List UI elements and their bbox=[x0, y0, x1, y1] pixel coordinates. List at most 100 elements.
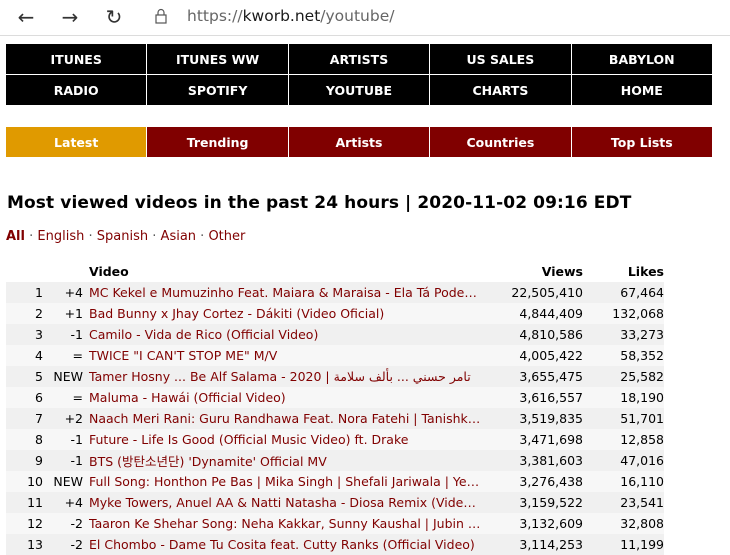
rank-cell: 4 bbox=[6, 345, 43, 366]
main-nav: ITUNES ITUNES WW ARTISTS US SALES BABYLO… bbox=[6, 44, 712, 105]
nav-home[interactable]: HOME bbox=[571, 75, 712, 105]
separator: · bbox=[200, 229, 205, 244]
nav-us-sales[interactable]: US SALES bbox=[430, 44, 571, 74]
video-link[interactable]: Maluma - Hawái (Official Video) bbox=[83, 387, 483, 408]
likes-cell: 12,858 bbox=[583, 429, 664, 450]
nav-itunes[interactable]: ITUNES bbox=[6, 44, 147, 74]
table-row: 3 -1 Camilo - Vida de Rico (Official Video… bbox=[6, 324, 664, 345]
video-link[interactable]: Future - Life Is Good (Official Music Vi… bbox=[83, 429, 483, 450]
rank-cell: 7 bbox=[6, 408, 43, 429]
filter-asian[interactable]: Asian bbox=[160, 229, 197, 244]
header-views[interactable]: Views bbox=[541, 264, 583, 279]
views-cell: 3,276,438 bbox=[483, 471, 583, 492]
change-cell: NEW bbox=[43, 366, 83, 387]
video-link[interactable]: TWICE "I CAN'T STOP ME" M/V bbox=[83, 345, 483, 366]
video-link[interactable]: MC Kekel e Mumuzinho Feat. Maiara & Mara… bbox=[83, 282, 483, 303]
likes-cell: 16,110 bbox=[583, 471, 664, 492]
change-cell: +4 bbox=[43, 492, 83, 513]
back-arrow-icon[interactable]: ← bbox=[17, 5, 35, 29]
rank-cell: 9 bbox=[6, 450, 43, 471]
tab-trending[interactable]: Trending bbox=[147, 127, 288, 157]
likes-cell: 47,016 bbox=[583, 450, 664, 471]
video-link[interactable]: Tamer Hosny ... Be Alf Salama - 2020 | ت… bbox=[83, 366, 483, 387]
header-video[interactable]: Video bbox=[89, 264, 129, 279]
views-cell: 3,381,603 bbox=[483, 450, 583, 471]
table-row: 4 = TWICE "I CAN'T STOP ME" M/V 4,005,422 58… bbox=[6, 345, 664, 366]
views-cell: 4,844,409 bbox=[483, 303, 583, 324]
header-likes[interactable]: Likes bbox=[627, 264, 664, 279]
filter-all[interactable]: All bbox=[6, 229, 25, 244]
video-link[interactable]: Naach Meri Rani: Guru Randhawa Feat. Nor… bbox=[83, 408, 483, 429]
tab-latest[interactable]: Latest bbox=[6, 127, 147, 157]
table-row: 9 -1 BTS (방탄소년단) 'Dynamite' Official MV 3,3… bbox=[6, 450, 664, 471]
tab-top-lists[interactable]: Top Lists bbox=[571, 127, 712, 157]
video-link[interactable]: Camilo - Vida de Rico (Official Video) bbox=[83, 324, 483, 345]
url-host: kworb.net bbox=[242, 7, 321, 25]
change-cell: +4 bbox=[43, 282, 83, 303]
views-cell: 4,810,586 bbox=[483, 324, 583, 345]
change-cell: -2 bbox=[43, 534, 83, 555]
video-link[interactable]: El Chombo - Dame Tu Cosita feat. Cutty R… bbox=[83, 534, 483, 555]
nav-babylon[interactable]: BABYLON bbox=[571, 44, 712, 74]
likes-cell: 11,199 bbox=[583, 534, 664, 555]
language-filters: All · English · Spanish · Asian · Other bbox=[6, 229, 245, 244]
views-cell: 4,005,422 bbox=[483, 345, 583, 366]
address-bar[interactable]: https://kworb.net/youtube/ bbox=[143, 0, 730, 32]
likes-cell: 51,701 bbox=[583, 408, 664, 429]
video-link[interactable]: Taaron Ke Shehar Song: Neha Kakkar, Sunn… bbox=[83, 513, 483, 534]
likes-cell: 58,352 bbox=[583, 345, 664, 366]
rank-cell: 5 bbox=[6, 366, 43, 387]
refresh-icon[interactable]: ↻ bbox=[105, 5, 123, 29]
rank-cell: 13 bbox=[6, 534, 43, 555]
rank-cell: 3 bbox=[6, 324, 43, 345]
views-cell: 3,655,475 bbox=[483, 366, 583, 387]
rank-cell: 1 bbox=[6, 282, 43, 303]
rank-cell: 12 bbox=[6, 513, 43, 534]
nav-artists[interactable]: ARTISTS bbox=[288, 44, 430, 74]
rank-cell: 8 bbox=[6, 429, 43, 450]
rank-cell: 6 bbox=[6, 387, 43, 408]
nav-radio[interactable]: RADIO bbox=[6, 75, 147, 105]
table-row: 2 +1 Bad Bunny x Jhay Cortez - Dákiti (Vid… bbox=[6, 303, 664, 324]
separator: · bbox=[152, 229, 157, 244]
separator: · bbox=[88, 229, 93, 244]
rank-cell: 11 bbox=[6, 492, 43, 513]
table-row: 10 NEW Full Song: Honthon Pe Bas | Mika Si… bbox=[6, 471, 664, 492]
table-row: 13 -2 El Chombo - Dame Tu Cosita feat. Cut… bbox=[6, 534, 664, 555]
forward-arrow-icon[interactable]: → bbox=[61, 5, 79, 29]
page-title: Most viewed videos in the past 24 hours … bbox=[7, 193, 632, 213]
views-cell: 3,132,609 bbox=[483, 513, 583, 534]
nav-youtube[interactable]: YOUTUBE bbox=[288, 75, 430, 105]
tab-countries[interactable]: Countries bbox=[430, 127, 571, 157]
filter-spanish[interactable]: Spanish bbox=[96, 229, 149, 244]
table-row: 1 +4 MC Kekel e Mumuzinho Feat. Maiara & M… bbox=[6, 282, 664, 303]
video-link[interactable]: BTS (방탄소년단) 'Dynamite' Official MV bbox=[83, 450, 483, 471]
likes-cell: 32,808 bbox=[583, 513, 664, 534]
nav-charts[interactable]: CHARTS bbox=[430, 75, 571, 105]
change-cell: -2 bbox=[43, 513, 83, 534]
change-cell: -1 bbox=[43, 324, 83, 345]
video-link[interactable]: Myke Towers, Anuel AA & Natti Natasha - … bbox=[83, 492, 483, 513]
filter-english[interactable]: English bbox=[37, 229, 85, 244]
separator: · bbox=[29, 229, 34, 244]
rank-cell: 2 bbox=[6, 303, 43, 324]
views-cell: 22,505,410 bbox=[483, 282, 583, 303]
filter-other[interactable]: Other bbox=[208, 229, 246, 244]
rank-cell: 10 bbox=[6, 471, 43, 492]
views-cell: 3,616,557 bbox=[483, 387, 583, 408]
likes-cell: 67,464 bbox=[583, 282, 664, 303]
video-link[interactable]: Bad Bunny x Jhay Cortez - Dákiti (Video … bbox=[83, 303, 483, 324]
likes-cell: 25,582 bbox=[583, 366, 664, 387]
likes-cell: 18,190 bbox=[583, 387, 664, 408]
nav-itunes-ww[interactable]: ITUNES WW bbox=[147, 44, 288, 74]
likes-cell: 33,273 bbox=[583, 324, 664, 345]
table-row: 12 -2 Taaron Ke Shehar Song: Neha Kakkar, … bbox=[6, 513, 664, 534]
change-cell: -1 bbox=[43, 429, 83, 450]
video-link[interactable]: Full Song: Honthon Pe Bas | Mika Singh |… bbox=[83, 471, 483, 492]
nav-spotify[interactable]: SPOTIFY bbox=[147, 75, 288, 105]
tab-artists[interactable]: Artists bbox=[288, 127, 430, 157]
change-cell: +2 bbox=[43, 408, 83, 429]
views-cell: 3,114,253 bbox=[483, 534, 583, 555]
table-row: 8 -1 Future - Life Is Good (Official Music… bbox=[6, 429, 664, 450]
table-header: Video Views Likes bbox=[6, 261, 664, 282]
